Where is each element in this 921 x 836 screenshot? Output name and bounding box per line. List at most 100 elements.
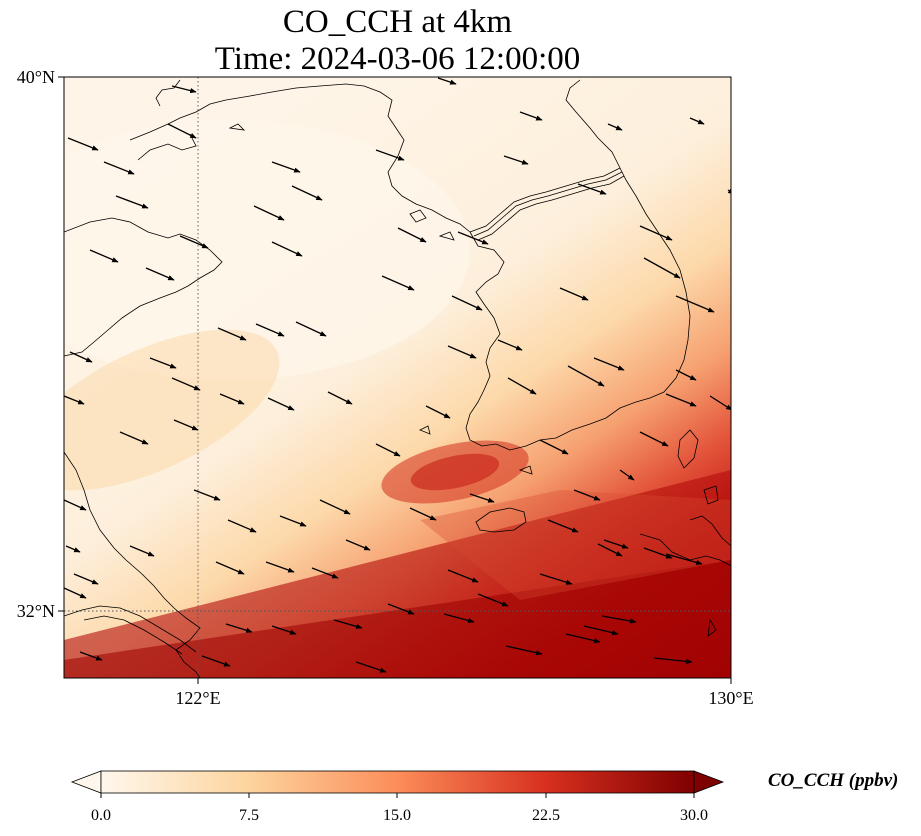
wind-arrow: [653, 657, 693, 664]
colorbar-tick-1: 7.5: [239, 807, 259, 824]
wind-arrow: [255, 323, 285, 337]
wind-arrow: [64, 395, 85, 405]
wind-arrow: [227, 519, 257, 533]
wind-arrow: [539, 573, 573, 585]
wind-arrow: [567, 365, 605, 387]
wind-arrow: [115, 195, 149, 209]
lat-label-32n: 32°N: [17, 601, 55, 621]
wind-arrow: [381, 275, 415, 291]
wind-arrow: [675, 369, 697, 381]
wind-arrow: [225, 623, 253, 633]
wind-arrow: [443, 613, 475, 624]
wind-arrow: [409, 507, 437, 521]
wind-arrow: [65, 545, 81, 553]
wind-arrow: [167, 123, 197, 139]
wind-arrow: [271, 241, 303, 257]
wind-arrow: [577, 183, 607, 195]
wind-arrow: [129, 545, 155, 557]
wind-arrow: [173, 419, 199, 431]
colorbar-max-extend: [693, 770, 725, 794]
wind-arrow: [727, 188, 731, 195]
wind-arrow: [267, 397, 295, 411]
wind-arrow: [607, 123, 623, 131]
wind-arrow: [193, 489, 221, 501]
wind-arrow: [103, 161, 135, 175]
wind-arrow: [271, 161, 301, 173]
wind-arrow: [643, 257, 681, 279]
wind-arrow: [643, 547, 673, 559]
colorbar-tick-4: 30.0: [680, 807, 708, 824]
wind-arrow: [319, 499, 351, 515]
wind-arrow: [457, 231, 489, 245]
wind-arrow: [689, 117, 705, 125]
wind-arrow: [469, 493, 495, 503]
wind-arrow: [291, 185, 323, 201]
colorbar-title: CO_CCH (ppbv): [768, 770, 899, 791]
wind-arrow: [345, 539, 371, 551]
colorbar-tick-3: 22.5: [532, 807, 560, 824]
wind-arrow: [311, 567, 339, 579]
wind-arrow: [665, 553, 703, 565]
axis-ticks: [58, 76, 732, 684]
lon-label-122e: 122°E: [175, 688, 220, 708]
coastlines: [64, 79, 731, 678]
wind-arrow: [295, 321, 327, 337]
lat-label-40n: 40°N: [17, 67, 55, 87]
wind-arrow: [119, 431, 149, 445]
wind-arrow: [145, 267, 175, 281]
wind-arrow: [573, 489, 601, 501]
wind-arrow: [387, 603, 415, 615]
wind-arrow: [639, 225, 673, 241]
wind-arrow: [217, 327, 247, 341]
wind-arrow: [539, 439, 569, 455]
wind-arrow: [503, 155, 529, 165]
wind-arrow: [519, 111, 543, 121]
wind-arrow: [171, 85, 197, 94]
wind-arrow: [547, 519, 579, 533]
wind-arrow: [507, 377, 537, 395]
wind-arrow: [437, 77, 457, 85]
wind-arrow: [79, 651, 103, 661]
wind-arrow: [73, 573, 99, 585]
wind-arrow: [327, 391, 353, 405]
colorbar-gradient: [100, 770, 695, 794]
wind-arrow: [201, 655, 231, 667]
wind-arrow: [179, 235, 209, 249]
gridlines: [64, 77, 731, 678]
wind-arrow: [447, 345, 477, 359]
wind-arrow: [64, 499, 87, 511]
concentration-field: [64, 77, 731, 678]
colorbar-tick-2: 15.0: [383, 807, 411, 824]
colorbar-min-extend: [70, 770, 102, 794]
wind-arrow: [619, 469, 635, 481]
wind-arrow: [639, 431, 669, 447]
wind-arrow: [603, 539, 629, 549]
wind-arrow: [271, 625, 297, 635]
wind-arrow: [375, 149, 405, 161]
colorbar: 0.0 7.5 15.0 22.5 30.0: [70, 770, 725, 824]
wind-arrow: [375, 443, 401, 457]
wind-arrow: [593, 357, 625, 371]
wind-arrow: [497, 339, 523, 351]
wind-arrow: [64, 587, 87, 599]
wind-arrow: [253, 205, 285, 221]
lon-label-130e: 130°E: [708, 688, 753, 708]
wind-arrow: [215, 561, 245, 575]
map-frame: [63, 76, 732, 679]
wind-arrow: [597, 543, 623, 557]
wind-arrow: [601, 615, 637, 624]
wind-arrow: [149, 357, 177, 369]
wind-arrow: [477, 593, 509, 607]
wind-arrow: [67, 137, 99, 151]
wind-arrow: [69, 351, 93, 363]
wind-arrow: [565, 633, 601, 644]
wind-arrow: [279, 515, 307, 527]
wind-arrow: [333, 619, 363, 629]
wind-arrow: [355, 661, 387, 673]
colorbar-tick-0: 0.0: [91, 807, 111, 824]
map-title: CO_CCH at 4km: [282, 4, 513, 40]
wind-arrow: [447, 569, 479, 583]
wind-arrow: [89, 249, 119, 263]
wind-arrow: [425, 405, 451, 419]
wind-arrow: [171, 377, 201, 391]
